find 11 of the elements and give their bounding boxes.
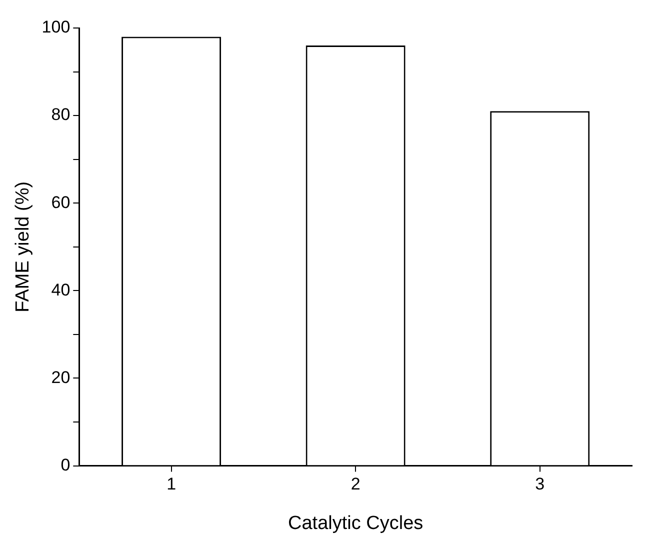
y-tick-label: 60 (51, 192, 70, 212)
y-tick-label: 80 (51, 105, 70, 124)
y-tick-label: 0 (60, 455, 70, 474)
x-axis-title: Catalytic Cycles (288, 512, 424, 534)
y-axis-title: FAME yield (%) (12, 181, 34, 312)
x-tick-label: 3 (535, 474, 545, 494)
y-tick-label: 20 (51, 368, 70, 387)
y-tick-label: 100 (42, 18, 70, 37)
x-tick-label: 1 (166, 474, 176, 494)
y-tick-label: 40 (51, 280, 70, 300)
x-tick-label: 2 (350, 474, 360, 494)
